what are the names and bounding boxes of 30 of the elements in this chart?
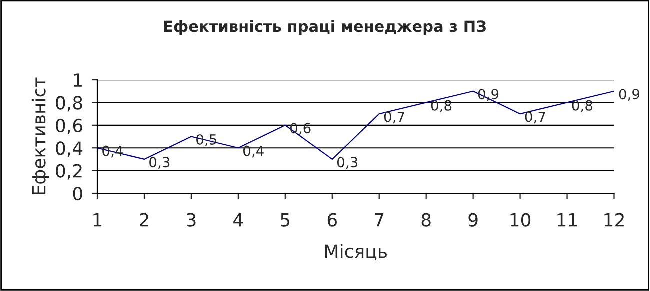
x-tick-label: 11 [558, 214, 578, 227]
data-label: 0,3 [337, 157, 358, 170]
y-tick-label: 0,6 [56, 118, 82, 134]
y-tick-label: 1 [74, 74, 82, 87]
x-tick-label: 7 [375, 214, 384, 227]
x-tick-label: 6 [328, 213, 337, 227]
x-tick-label: 3 [187, 213, 196, 227]
y-tick-label: 0,2 [56, 164, 82, 180]
x-tick-label: 10 [510, 213, 531, 227]
x-tick-label: 12 [604, 213, 624, 227]
data-label: 0,7 [384, 112, 404, 124]
y-tick-label: 0,8 [56, 96, 82, 112]
data-label: 0,8 [572, 100, 593, 112]
x-tick-label: 2 [140, 213, 148, 227]
data-label: 0,6 [290, 123, 311, 136]
x-tick-label: 8 [422, 213, 431, 227]
data-label: 0,4 [244, 146, 264, 158]
data-label: 0,9 [619, 89, 640, 101]
chart-title: Ефективність праці менеджера з ПЗ [164, 20, 486, 36]
data-label: 0,7 [525, 112, 546, 124]
y-axis-title: Ефективніст [32, 78, 50, 195]
y-tick-label: 0 [73, 186, 82, 201]
data-label: 0,3 [150, 157, 170, 170]
x-tick-label: 9 [468, 213, 478, 227]
x-axis-title: Місяць [325, 244, 387, 261]
x-tick-label: 4 [234, 214, 244, 227]
y-tick-label: 0,4 [56, 142, 83, 158]
x-tick-label: 1 [94, 214, 102, 227]
data-label: 0,8 [431, 100, 452, 112]
x-tick-label: 5 [281, 214, 290, 227]
